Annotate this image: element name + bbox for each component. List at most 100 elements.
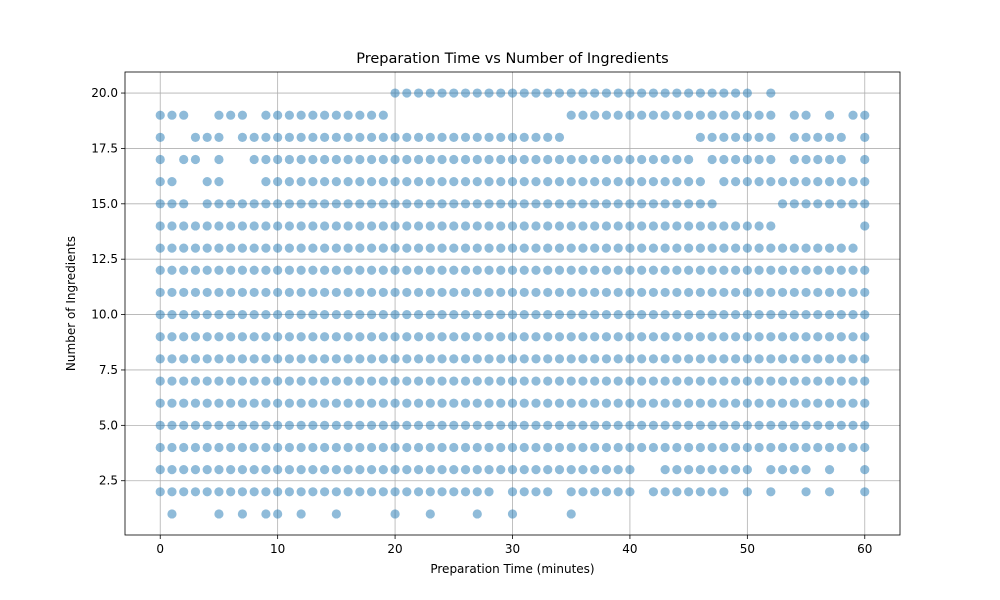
data-point — [637, 420, 647, 430]
data-point — [531, 442, 541, 453]
data-point — [731, 398, 741, 408]
data-point — [167, 177, 177, 187]
data-point — [249, 442, 259, 453]
data-point — [179, 487, 189, 497]
data-point — [202, 376, 212, 386]
data-point — [543, 398, 553, 408]
data-point — [754, 221, 764, 231]
data-point — [777, 354, 788, 364]
data-point — [167, 465, 177, 475]
data-point — [284, 243, 294, 253]
data-point — [578, 88, 588, 98]
data-point — [801, 309, 811, 320]
data-point — [472, 221, 482, 231]
data-point — [578, 354, 588, 364]
data-point — [766, 221, 776, 231]
data-point — [202, 442, 212, 453]
data-point — [848, 265, 858, 275]
data-point — [296, 354, 306, 364]
data-point — [731, 309, 741, 320]
data-point — [226, 243, 236, 253]
data-point — [261, 287, 271, 298]
data-point — [331, 420, 341, 430]
data-point — [472, 509, 482, 519]
data-point — [613, 221, 623, 231]
data-point — [707, 465, 717, 475]
data-point — [543, 442, 553, 453]
data-point — [449, 442, 459, 453]
data-point — [660, 287, 670, 298]
data-point — [554, 332, 565, 342]
data-point — [801, 199, 811, 209]
data-point — [824, 420, 835, 430]
data-point — [237, 309, 248, 320]
data-point — [601, 287, 612, 298]
data-point — [695, 177, 705, 187]
data-point — [190, 132, 201, 142]
data-point — [296, 287, 306, 298]
data-point — [484, 442, 494, 453]
x-axis: 0 10 20 30 40 50 60 — [156, 535, 872, 556]
data-point — [214, 354, 224, 364]
data-point — [214, 487, 224, 497]
data-point — [777, 420, 788, 430]
data-point — [296, 398, 306, 408]
data-point — [449, 132, 459, 142]
data-point — [284, 265, 294, 275]
data-point — [261, 221, 271, 231]
data-point — [437, 154, 447, 165]
data-point — [496, 398, 506, 408]
data-point — [543, 88, 553, 98]
data-point — [695, 376, 705, 386]
data-point — [214, 154, 224, 165]
data-point — [331, 265, 341, 275]
data-point — [531, 287, 541, 298]
data-point — [320, 154, 330, 165]
data-point — [824, 132, 835, 142]
data-point — [237, 420, 248, 430]
data-point — [273, 487, 283, 497]
data-point — [484, 465, 494, 475]
data-point — [355, 420, 365, 430]
data-point — [261, 243, 271, 253]
data-point — [578, 199, 588, 209]
data-point — [742, 487, 752, 497]
data-point — [601, 332, 612, 342]
data-point — [731, 265, 741, 275]
data-point — [190, 287, 201, 298]
data-point — [308, 287, 318, 298]
data-point — [507, 420, 518, 430]
data-point — [672, 221, 682, 231]
data-point — [331, 309, 341, 320]
data-point — [848, 420, 858, 430]
data-point — [789, 309, 799, 320]
data-point — [754, 354, 764, 364]
data-point — [155, 199, 165, 209]
data-point — [801, 154, 811, 165]
data-point — [343, 398, 353, 408]
data-point — [226, 309, 236, 320]
data-point — [214, 332, 224, 342]
data-point — [179, 354, 189, 364]
data-point — [672, 309, 682, 320]
data-point — [284, 110, 294, 120]
data-point — [719, 287, 729, 298]
data-point — [660, 332, 670, 342]
data-point — [366, 287, 377, 298]
data-point — [202, 265, 212, 275]
data-point — [578, 287, 588, 298]
y-tick-label: 10.0 — [91, 308, 118, 322]
data-point — [460, 199, 471, 209]
data-point — [296, 221, 306, 231]
data-point — [860, 398, 870, 408]
data-point — [226, 420, 236, 430]
data-point — [460, 354, 471, 364]
data-point — [355, 465, 365, 475]
data-point — [413, 177, 424, 187]
data-point — [719, 487, 729, 497]
data-point — [684, 420, 694, 430]
data-point — [660, 265, 670, 275]
data-point — [660, 487, 670, 497]
data-point — [460, 221, 471, 231]
data-point — [402, 88, 412, 98]
